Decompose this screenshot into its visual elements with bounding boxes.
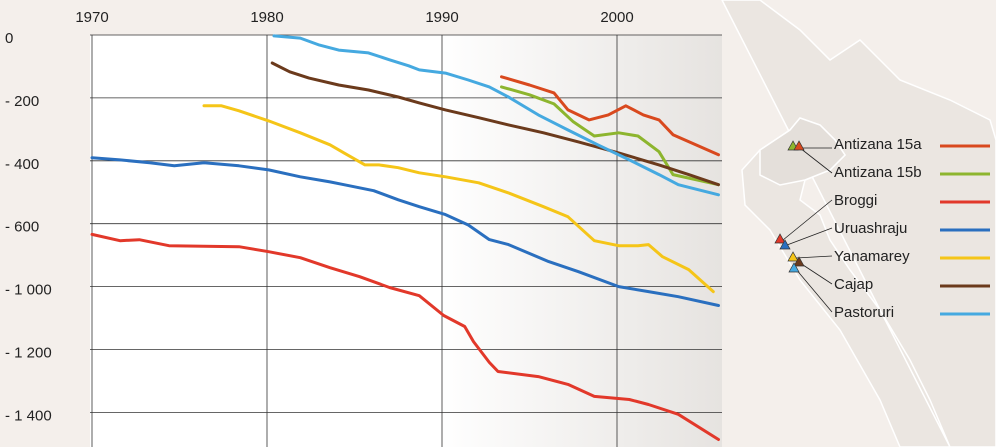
series-line [90,156,720,307]
series-line [270,61,720,187]
map [721,0,996,447]
series-line [202,104,715,294]
legend-label: Antizana 15b [834,164,922,181]
series-line [500,85,720,187]
x-tick-label: 1980 [250,9,283,26]
legend-label: Uruashraju [834,220,907,237]
y-tick-label: - 1 200 [5,344,52,361]
plot-area [90,35,722,447]
y-tick-label: - 600 [5,219,39,236]
series-line [90,232,720,441]
x-tick-label: 2000 [600,9,633,26]
series-line [272,34,720,197]
legend-label: Yanamarey [834,248,910,265]
series-line [500,75,720,157]
legend-label: Antizana 15a [834,136,922,153]
y-tick-label: - 400 [5,156,39,173]
x-tick-label: 1990 [425,9,458,26]
x-tick-label: 1970 [75,9,108,26]
y-tick-label: 0 [5,30,13,47]
legend-label: Broggi [834,192,877,209]
y-tick-label: - 1 400 [5,407,52,424]
y-tick-label: - 1 000 [5,282,52,299]
y-tick-label: - 200 [5,93,39,110]
legend-label: Cajap [834,276,873,293]
legend-label: Pastoruri [834,304,894,321]
